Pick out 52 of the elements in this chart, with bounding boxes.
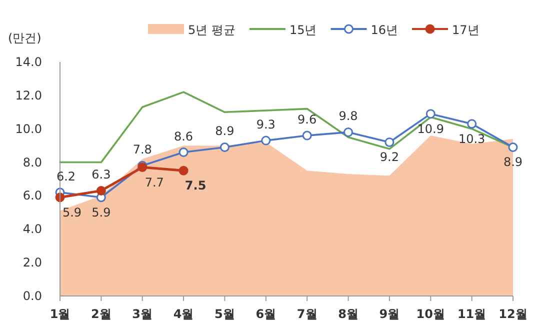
xtick: 11월 <box>457 307 486 321</box>
point <box>178 166 188 176</box>
datalabel: 7.7 <box>144 175 164 190</box>
ytick: 8.0 <box>22 155 42 170</box>
xtick: 9월 <box>379 307 400 321</box>
datalabel: 7.5 <box>184 178 206 193</box>
ytick: 12.0 <box>15 88 42 102</box>
point <box>178 148 188 158</box>
point <box>344 127 354 137</box>
datalabel: 6.2 <box>56 169 76 184</box>
xtick: 2월 <box>91 307 112 321</box>
xtick: 4월 <box>173 307 194 321</box>
xtick: 8월 <box>338 307 358 321</box>
datalabel: 8.6 <box>174 129 194 144</box>
point <box>426 109 436 119</box>
ytick: 6.0 <box>22 188 42 203</box>
ytick: 2.0 <box>22 256 42 270</box>
point <box>302 130 312 140</box>
datalabel: 9.2 <box>380 150 399 164</box>
ytick: 14.0 <box>15 55 42 69</box>
datalabel: 9.3 <box>256 118 276 132</box>
xtick: 6월 <box>256 307 276 321</box>
datalabel: 6.3 <box>92 168 111 182</box>
legend-label: 15년 <box>289 23 317 37</box>
point <box>384 137 394 147</box>
point <box>508 142 518 152</box>
legend-label: 16년 <box>370 23 398 37</box>
point <box>261 136 271 146</box>
ylabel: (만건) <box>8 31 42 45</box>
datalabel: 8.9 <box>503 155 523 170</box>
datalabel: 10.9 <box>417 122 444 136</box>
ytick: 0.0 <box>22 289 42 303</box>
datalabel: 7.8 <box>132 142 152 157</box>
xtick: 5월 <box>214 307 235 321</box>
legend-label: 17년 <box>452 23 480 37</box>
datalabel: 9.8 <box>338 109 358 124</box>
datalabel: 5.9 <box>92 205 111 220</box>
xtick: 1월 <box>50 307 70 321</box>
datalabel: 5.9 <box>62 205 82 220</box>
point <box>96 186 106 196</box>
datalabel: 8.9 <box>215 124 234 138</box>
point <box>467 119 477 129</box>
datalabel: 10.3 <box>458 132 486 146</box>
datalabel: 9.6 <box>298 112 317 127</box>
xtick: 3월 <box>132 307 153 321</box>
point <box>220 142 230 152</box>
legend-label: 5년 평균 <box>188 23 236 37</box>
xtick: 12월 <box>498 307 528 321</box>
xtick: 7월 <box>296 307 318 321</box>
ytick: 4.0 <box>22 222 42 236</box>
xtick: 10월 <box>416 307 445 321</box>
ytick: 10.0 <box>15 122 42 136</box>
